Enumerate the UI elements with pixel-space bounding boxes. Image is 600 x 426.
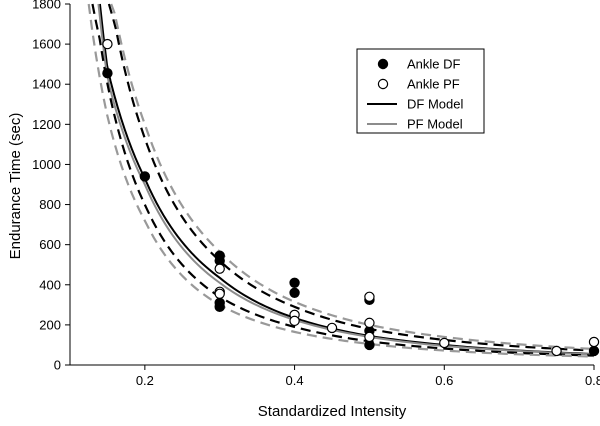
- ankle-pf-point: [439, 337, 450, 349]
- ankle-pf-point: [551, 345, 562, 357]
- ankle-pf-point: [214, 263, 225, 274]
- y-tick-label: 0: [54, 358, 61, 373]
- ankle-df-point: [588, 345, 600, 357]
- axes: 0 200 400 600 800 1000 1200 1400 1600 1800 0.2 0.4 0…: [32, 0, 600, 388]
- ankle-df-point: [102, 67, 113, 79]
- legend-label-ankle-df: Ankle DF: [407, 57, 461, 72]
- legend-label-ankle-pf: Ankle PF: [407, 77, 460, 92]
- ankle-pf-point: [289, 315, 300, 327]
- ankle-pf-point: [326, 322, 338, 334]
- ankle-pf-point: [102, 38, 113, 50]
- legend-label-df-model: DF Model: [407, 97, 463, 112]
- y-tick-label: 400: [39, 277, 61, 292]
- ankle-pf-point: [214, 288, 225, 299]
- model-curves: [87, 3, 595, 358]
- confidence-band-curve-4: [110, 3, 595, 351]
- ankle-pf-point: [588, 336, 600, 348]
- y-tick-label: 600: [39, 237, 61, 252]
- ankle-df-point: [139, 171, 151, 182]
- x-axis-title: Standardized Intensity: [258, 403, 407, 420]
- confidence-band-curve-3: [87, 3, 595, 358]
- ankle-df-point: [289, 277, 300, 288]
- x-tick-label: 0.8: [585, 373, 600, 388]
- ankle-pf-point: [364, 291, 375, 303]
- ankle-df-point: [289, 287, 300, 298]
- y-tick-label: 1800: [32, 0, 61, 12]
- y-tick-label: 1000: [32, 157, 61, 172]
- y-tick-label: 1600: [32, 37, 61, 52]
- legend-label-pf-model: PF Model: [407, 117, 463, 132]
- ankle-pf-point: [364, 331, 375, 343]
- legend-marker-ankle-df: [377, 58, 389, 70]
- pf-model-curve: [97, 3, 595, 356]
- x-tick-label: 0.2: [136, 373, 154, 388]
- y-axis-title: Endurance Time (sec): [7, 113, 24, 260]
- y-tick-label: 1400: [32, 77, 61, 92]
- legend-marker-ankle-pf: [377, 78, 389, 90]
- df-model-curve: [98, 3, 595, 355]
- confidence-band-curve-1: [91, 3, 595, 357]
- confidence-band-curve-2: [107, 3, 595, 352]
- x-tick-label: 0.4: [286, 373, 304, 388]
- y-tick-label: 1200: [32, 117, 61, 132]
- x-tick-label: 0.6: [435, 373, 453, 388]
- y-tick-label: 200: [39, 317, 61, 332]
- y-tick-label: 800: [39, 197, 61, 212]
- ankle-pf-point: [364, 317, 375, 329]
- ankle-df-point: [214, 301, 225, 313]
- data-points: [102, 38, 600, 357]
- legend: Ankle DF Ankle PF DF Model PF Model: [356, 48, 485, 134]
